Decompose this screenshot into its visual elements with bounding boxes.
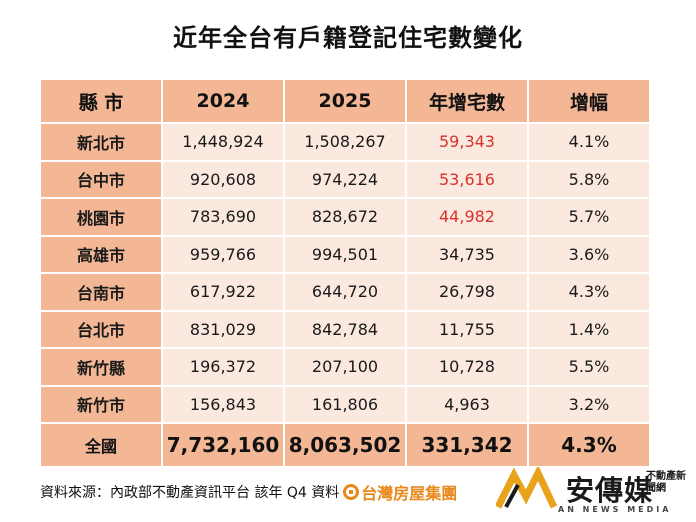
table-total-row: 全國 7,732,160 8,063,502 331,342 4.3% [39, 422, 651, 468]
cell-2025: 161,806 [283, 384, 407, 424]
brand-name: 安傳媒 [566, 474, 654, 507]
cell-2024: 920,608 [161, 159, 285, 199]
cell-increase: 10,728 [405, 347, 529, 387]
cell-city: 新北市 [39, 122, 163, 162]
table-row: 新竹市 156,843 161,806 4,963 3.2% [39, 384, 651, 424]
cell-2024: 156,843 [161, 384, 285, 424]
cell-city: 桃園市 [39, 197, 163, 237]
header-2024: 2024 [161, 78, 285, 124]
brand-subtitle: 不動產新聞網 [646, 471, 686, 494]
cell-city: 新竹市 [39, 384, 163, 424]
table-row: 新北市 1,448,924 1,508,267 59,343 4.1% [39, 122, 651, 162]
cell-rate: 3.2% [527, 384, 651, 424]
source-text: 資料來源：內政部不動產資訊平台 該年 Q4 資料 [40, 485, 340, 501]
table-header-row: 縣 市 2024 2025 年增宅數 增幅 [39, 78, 651, 124]
cell-2025: 842,784 [283, 309, 407, 349]
cell-2025: 1,508,267 [283, 122, 407, 162]
source-note: 資料來源：內政部不動產資訊平台 該年 Q4 資料 台灣房屋集團 [40, 480, 457, 504]
cell-city: 台北市 [39, 309, 163, 349]
cell-increase: 53,616 [405, 159, 529, 199]
cell-2024: 196,372 [161, 347, 285, 387]
an-news-media-logo: 安傳媒 不動產新聞網 AN NEWS MEDIA [496, 465, 692, 517]
cell-rate: 4.3% [527, 272, 651, 312]
cell-rate: 5.5% [527, 347, 651, 387]
brand-mark-icon [496, 467, 558, 509]
cell-rate: 5.7% [527, 197, 651, 237]
taiwan-realty-logo: 台灣房屋集團 [343, 480, 457, 504]
total-2024: 7,732,160 [161, 422, 285, 468]
table-row: 高雄市 959,766 994,501 34,735 3.6% [39, 234, 651, 274]
table-row: 台中市 920,608 974,224 53,616 5.8% [39, 159, 651, 199]
total-2025: 8,063,502 [283, 422, 407, 468]
housing-table: 縣 市 2024 2025 年增宅數 增幅 新北市 1,448,924 1,50… [39, 78, 651, 468]
cell-city: 台南市 [39, 272, 163, 312]
total-city: 全國 [39, 422, 163, 468]
cell-increase: 59,343 [405, 122, 529, 162]
cell-rate: 1.4% [527, 309, 651, 349]
cell-2024: 1,448,924 [161, 122, 285, 162]
header-increase: 年增宅數 [405, 78, 529, 124]
header-2025: 2025 [283, 78, 407, 124]
cell-rate: 4.1% [527, 122, 651, 162]
total-rate: 4.3% [527, 422, 651, 468]
header-rate: 增幅 [527, 78, 651, 124]
table-row: 桃園市 783,690 828,672 44,982 5.7% [39, 197, 651, 237]
realty-logo-text: 台灣房屋集團 [361, 484, 458, 503]
header-city: 縣 市 [39, 78, 163, 124]
cell-increase: 44,982 [405, 197, 529, 237]
cell-2024: 959,766 [161, 234, 285, 274]
brand-english: AN NEWS MEDIA [558, 505, 672, 514]
cell-city: 台中市 [39, 159, 163, 199]
cell-increase: 11,755 [405, 309, 529, 349]
cell-2024: 831,029 [161, 309, 285, 349]
table-row: 台北市 831,029 842,784 11,755 1.4% [39, 309, 651, 349]
cell-city: 新竹縣 [39, 347, 163, 387]
cell-increase: 34,735 [405, 234, 529, 274]
cell-2025: 828,672 [283, 197, 407, 237]
table-row: 新竹縣 196,372 207,100 10,728 5.5% [39, 347, 651, 387]
cell-2025: 207,100 [283, 347, 407, 387]
cell-2024: 783,690 [161, 197, 285, 237]
cell-2024: 617,922 [161, 272, 285, 312]
cell-rate: 3.6% [527, 234, 651, 274]
cell-2025: 994,501 [283, 234, 407, 274]
realty-logo-icon [343, 484, 360, 500]
cell-2025: 974,224 [283, 159, 407, 199]
cell-increase: 26,798 [405, 272, 529, 312]
table-row: 台南市 617,922 644,720 26,798 4.3% [39, 272, 651, 312]
cell-city: 高雄市 [39, 234, 163, 274]
cell-increase: 4,963 [405, 384, 529, 424]
page-title: 近年全台有戶籍登記住宅數變化 [173, 24, 523, 52]
cell-2025: 644,720 [283, 272, 407, 312]
cell-rate: 5.8% [527, 159, 651, 199]
total-increase: 331,342 [405, 422, 529, 468]
